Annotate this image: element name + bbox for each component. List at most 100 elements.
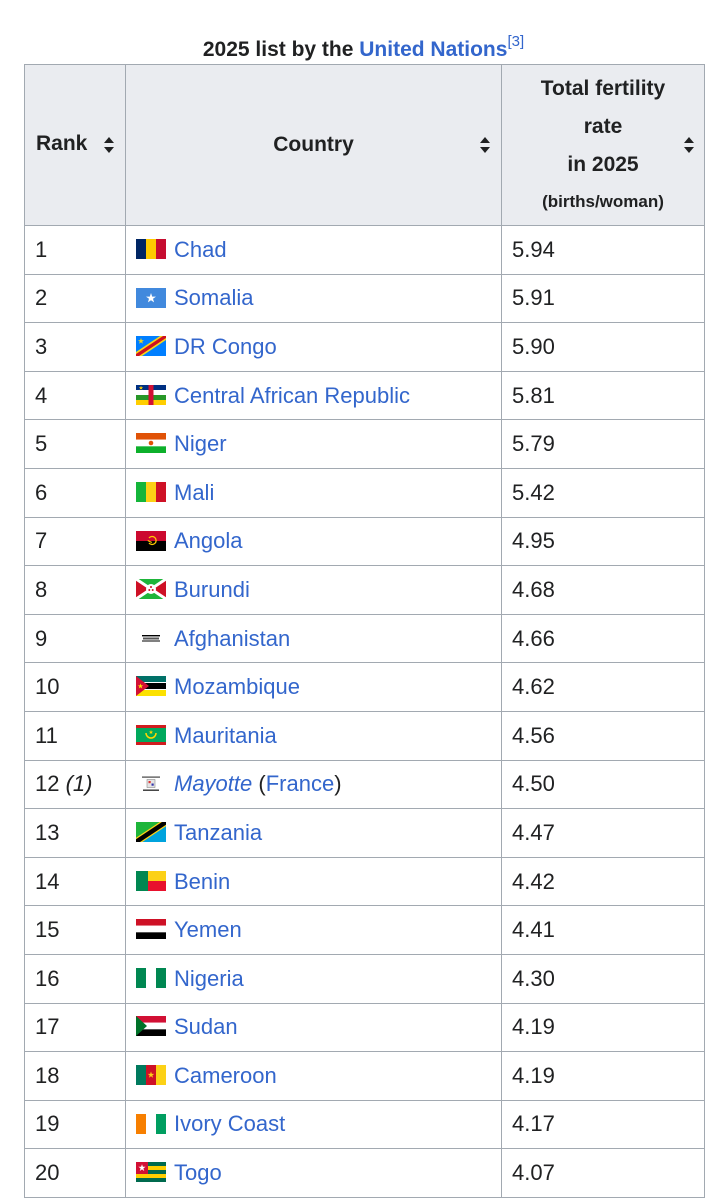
flag-benin-icon[interactable] (136, 870, 166, 891)
country-link[interactable]: Sudan (174, 1014, 238, 1040)
fertility-rate-cell: 5.42 (501, 467, 705, 518)
flag-cameroon-icon[interactable] (136, 1065, 166, 1086)
reference-link[interactable]: [3] (507, 33, 525, 50)
flag-central-african-republic-icon[interactable] (136, 384, 166, 405)
rank-cell: 16 (24, 953, 126, 1004)
country-cell: Angola (125, 516, 502, 567)
rank-column-header[interactable]: Rank (24, 64, 126, 226)
country-link[interactable]: Mayotte (174, 771, 252, 796)
country-cell: Cameroon (125, 1051, 502, 1101)
country-link[interactable]: Tanzania (174, 819, 263, 845)
flag-afghanistan-icon[interactable] (136, 627, 166, 648)
flag-togo-icon[interactable] (136, 1162, 166, 1183)
country-column-header[interactable]: Country (125, 64, 502, 226)
country-link[interactable]: Niger (174, 431, 227, 457)
flag-angola-icon[interactable] (136, 530, 166, 551)
fertility-rate-cell: 4.41 (501, 905, 705, 955)
sovereign-country-link[interactable]: France (265, 771, 335, 797)
country-link[interactable]: Cameroon (174, 1062, 277, 1088)
rank-cell: 15 (24, 905, 126, 955)
country-cell: Burundi (125, 565, 502, 615)
rank-value: 3 (35, 333, 48, 359)
flag-chad-icon[interactable] (136, 238, 166, 259)
flag-mauritania-icon[interactable] (136, 724, 166, 745)
table-row: 4 Central African Republic 5.81 (24, 370, 705, 421)
country-link[interactable]: DR Congo (174, 333, 277, 359)
sort-icon[interactable] (480, 137, 490, 153)
country-link[interactable]: Mozambique (174, 674, 300, 700)
rank-cell: 10 (24, 662, 126, 712)
country-link[interactable]: Burundi (174, 576, 250, 602)
rank-value: 12 (35, 771, 60, 797)
country-cell: Chad (125, 225, 502, 275)
rank-value: 10 (35, 674, 60, 700)
country-cell: Afghanistan (125, 613, 502, 664)
flag-yemen-icon[interactable] (136, 919, 166, 940)
rank-cell: 5 (24, 419, 126, 469)
country-link[interactable]: Ivory Coast (174, 1111, 286, 1137)
country-name: Mayotte (174, 771, 253, 797)
country-cell: Niger (125, 419, 502, 469)
country-link[interactable]: Mauritania (174, 722, 277, 748)
fertility-rate-cell: 4.19 (501, 1002, 705, 1053)
country-link[interactable]: Nigeria (174, 965, 244, 991)
flag-niger-icon[interactable] (136, 433, 166, 454)
country-link[interactable]: Mali (174, 479, 215, 505)
rank-cell: 9 (24, 613, 126, 664)
country-link[interactable]: Angola (174, 528, 243, 554)
sort-icon[interactable] (684, 137, 694, 153)
country-cell: Central African Republic (125, 370, 502, 421)
flag-nigeria-icon[interactable] (136, 967, 166, 988)
fertility-rate-cell: 4.47 (501, 808, 705, 858)
country-cell: Sudan (125, 1002, 502, 1053)
flag-burundi-icon[interactable] (136, 579, 166, 600)
flag-mozambique-icon[interactable] (136, 676, 166, 697)
flag-dr-congo-icon[interactable] (136, 336, 166, 357)
fertility-rate-cell: 4.42 (501, 856, 705, 907)
rank-cell: 12 (1) (24, 759, 126, 810)
flag-ivory-coast-icon[interactable] (136, 1113, 166, 1134)
flag-mayotte-icon[interactable] (136, 773, 166, 794)
country-link[interactable]: Chad (174, 236, 227, 262)
flag-sudan-icon[interactable] (136, 1016, 166, 1037)
table-row: 10 Mozambique 4.62 (24, 662, 705, 712)
fertility-rate-column-header[interactable]: Total fertility rate in 2025 (births/wom… (501, 64, 705, 226)
rank-value: 18 (35, 1062, 60, 1088)
fertility-rate-cell: 4.56 (501, 710, 705, 761)
country-paren-close: ) (334, 771, 342, 797)
country-link[interactable]: Togo (174, 1160, 222, 1186)
country-link[interactable]: Afghanistan (174, 625, 291, 651)
table-row: 9 Afghanistan 4.66 (24, 613, 705, 664)
table-row: 5 Niger 5.79 (24, 419, 705, 469)
flag-mali-icon[interactable] (136, 481, 166, 502)
country-cell: Mauritania (125, 710, 502, 761)
table-row: 14 Benin 4.42 (24, 856, 705, 907)
fertility-rate-cell: 5.79 (501, 419, 705, 469)
sort-icon[interactable] (104, 137, 114, 153)
country-link[interactable]: Central African Republic (174, 382, 411, 408)
rate-header-line2: rate (583, 115, 623, 138)
fertility-rate-cell: 4.17 (501, 1099, 705, 1150)
country-cell: Mayotte (France) (125, 759, 502, 810)
rank-value: 17 (35, 1014, 60, 1040)
flag-somalia-icon[interactable] (136, 287, 166, 308)
fertility-rate-cell: 4.95 (501, 516, 705, 567)
country-link[interactable]: Benin (174, 868, 231, 894)
rank-value: 7 (35, 528, 48, 554)
country-link[interactable]: Yemen (174, 917, 242, 943)
fertility-rate-cell: 4.19 (501, 1051, 705, 1101)
fertility-rate-cell: 4.62 (501, 662, 705, 712)
caption-text: 2025 list by the (202, 38, 360, 61)
rank-value: 16 (35, 965, 60, 991)
country-cell: DR Congo (125, 322, 502, 372)
rank-cell: 17 (24, 1002, 126, 1053)
flag-tanzania-icon[interactable] (136, 822, 166, 843)
united-nations-link[interactable]: United Nations (359, 38, 508, 61)
country-link[interactable]: Somalia (174, 285, 254, 311)
rank-value: 5 (35, 431, 48, 457)
fertility-rate-cell: 5.94 (501, 225, 705, 275)
rank-cell: 6 (24, 467, 126, 518)
rank-value: 8 (35, 576, 48, 602)
country-header-label: Country (273, 133, 354, 156)
table-row: 7 Angola 4.95 (24, 516, 705, 567)
